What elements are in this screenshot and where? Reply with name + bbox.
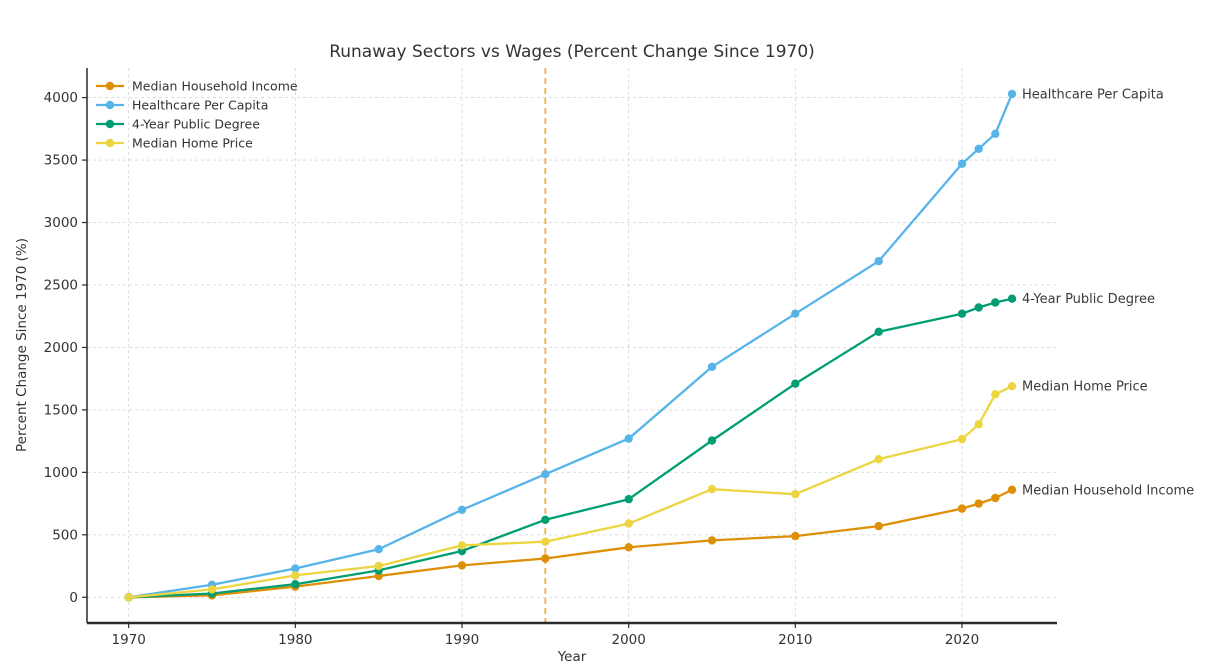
data-point-healthcare-per-capita-1980 (291, 564, 300, 573)
legend-marker-median-home-price (105, 138, 115, 148)
data-point-4-year-public-degree-2023 (1007, 294, 1017, 303)
data-point-median-home-price-2005 (707, 485, 717, 494)
data-point-4-year-public-degree-2005 (707, 436, 717, 445)
x-tick-label-1970: 1970 (111, 632, 145, 648)
data-point-median-home-price-2010 (791, 490, 800, 499)
data-point-healthcare-per-capita-2000 (624, 434, 633, 443)
data-point-median-household-income-2022 (991, 493, 1000, 503)
data-point-median-home-price-2022 (991, 390, 1000, 399)
data-point-median-household-income-2005 (707, 536, 717, 545)
data-point-healthcare-per-capita-2005 (707, 362, 717, 371)
data-point-median-household-income-2021 (974, 499, 983, 508)
y-tick-label-0: 0 (69, 590, 78, 606)
data-point-median-household-income-1990 (457, 561, 467, 570)
data-point-4-year-public-degree-2010 (791, 379, 800, 388)
end-label-median-home-price: Median Home Price (1022, 380, 1148, 395)
data-point-median-home-price-2023 (1007, 382, 1017, 391)
data-point-median-home-price-2020 (957, 435, 967, 444)
y-tick-label-1000: 1000 (44, 465, 78, 481)
data-point-median-household-income-2000 (624, 543, 633, 552)
data-point-median-home-price-1975 (207, 585, 217, 594)
y-tick-label-3000: 3000 (44, 215, 78, 231)
x-tick-label-2000: 2000 (611, 632, 645, 648)
data-point-median-household-income-2015 (874, 521, 883, 531)
legend-label-median-home-price: Median Home Price (132, 136, 253, 151)
series-layer (124, 89, 1017, 602)
data-point-median-household-income-1995 (541, 554, 550, 563)
y-tick-label-1500: 1500 (44, 402, 78, 418)
legend-item-4-year-public-degree: 4-Year Public Degree (96, 117, 260, 132)
data-point-median-home-price-2021 (974, 420, 983, 429)
data-point-healthcare-per-capita-2020 (957, 159, 967, 168)
data-point-healthcare-per-capita-2022 (991, 129, 1000, 138)
legend-item-median-household-income: Median Household Income (96, 79, 298, 94)
end-label-layer: Median Household Income Healthcare Per Ca… (1022, 87, 1194, 498)
x-tick-label-1990: 1990 (445, 632, 479, 648)
legend-label-median-household-income: Median Household Income (132, 79, 298, 94)
x-axis-label: Year (557, 649, 587, 665)
data-point-healthcare-per-capita-2015 (874, 257, 883, 266)
data-point-healthcare-per-capita-1995 (541, 470, 550, 479)
data-point-healthcare-per-capita-2021 (974, 144, 983, 153)
x-tick-label-2020: 2020 (945, 632, 979, 648)
legend: Median Household Income Healthcare Per Ca… (96, 79, 298, 151)
y-tick-label-4000: 4000 (44, 90, 78, 106)
grid-layer (87, 68, 1057, 623)
data-point-median-household-income-2020 (957, 504, 967, 513)
data-point-4-year-public-degree-2015 (874, 327, 883, 336)
legend-marker-median-household-income (105, 81, 115, 91)
data-point-median-home-price-1990 (457, 541, 467, 550)
end-label-4-year-public-degree: 4-Year Public Degree (1022, 292, 1155, 307)
legend-label-healthcare-per-capita: Healthcare Per Capita (132, 98, 268, 113)
series-line-median-home-price (128, 385, 1013, 599)
data-point-median-home-price-2000 (624, 519, 633, 528)
series-line-healthcare-per-capita (128, 93, 1014, 599)
end-label-median-household-income: Median Household Income (1022, 483, 1194, 498)
x-tick-label-1980: 1980 (278, 632, 312, 648)
legend-marker-4-year-public-degree (105, 119, 115, 129)
end-label-healthcare-per-capita: Healthcare Per Capita (1022, 87, 1164, 102)
data-point-4-year-public-degree-2020 (957, 309, 967, 318)
legend-label-4-year-public-degree: 4-Year Public Degree (132, 117, 260, 132)
data-point-4-year-public-degree-2021 (974, 303, 983, 312)
data-point-healthcare-per-capita-2023 (1007, 89, 1017, 99)
data-point-median-household-income-2010 (791, 531, 800, 541)
data-point-4-year-public-degree-1980 (291, 580, 300, 589)
data-point-4-year-public-degree-1995 (541, 515, 550, 524)
y-tick-label-2000: 2000 (44, 340, 78, 356)
legend-marker-healthcare-per-capita (105, 100, 115, 110)
data-point-4-year-public-degree-2000 (624, 495, 633, 504)
data-point-median-home-price-1995 (541, 537, 550, 546)
data-point-median-home-price-2015 (874, 455, 883, 464)
data-point-median-home-price-1980 (291, 571, 300, 580)
y-tick-label-2500: 2500 (44, 277, 78, 293)
legend-item-median-home-price: Median Home Price (96, 136, 253, 151)
data-point-healthcare-per-capita-2010 (791, 309, 800, 318)
series-line-4-year-public-degree (128, 297, 1013, 599)
y-axis-label: Percent Change Since 1970 (%) (14, 238, 30, 452)
chart-title: Runaway Sectors vs Wages (Percent Change… (329, 42, 815, 62)
x-tick-label-2010: 2010 (778, 632, 812, 648)
data-point-healthcare-per-capita-1985 (374, 545, 383, 554)
data-point-median-home-price-1970 (124, 593, 133, 602)
axis-layer: 1970 1980 1990 2000 2010 2020 0 500 1000 1500 2000… (44, 68, 1057, 648)
legend-item-healthcare-per-capita: Healthcare Per Capita (96, 98, 268, 113)
y-tick-label-3500: 3500 (44, 153, 78, 169)
data-point-median-home-price-1985 (374, 561, 383, 571)
data-point-4-year-public-degree-2022 (991, 298, 1000, 307)
data-point-median-household-income-2023 (1007, 485, 1017, 494)
data-point-healthcare-per-capita-1990 (457, 505, 467, 514)
y-tick-label-500: 500 (52, 527, 78, 543)
